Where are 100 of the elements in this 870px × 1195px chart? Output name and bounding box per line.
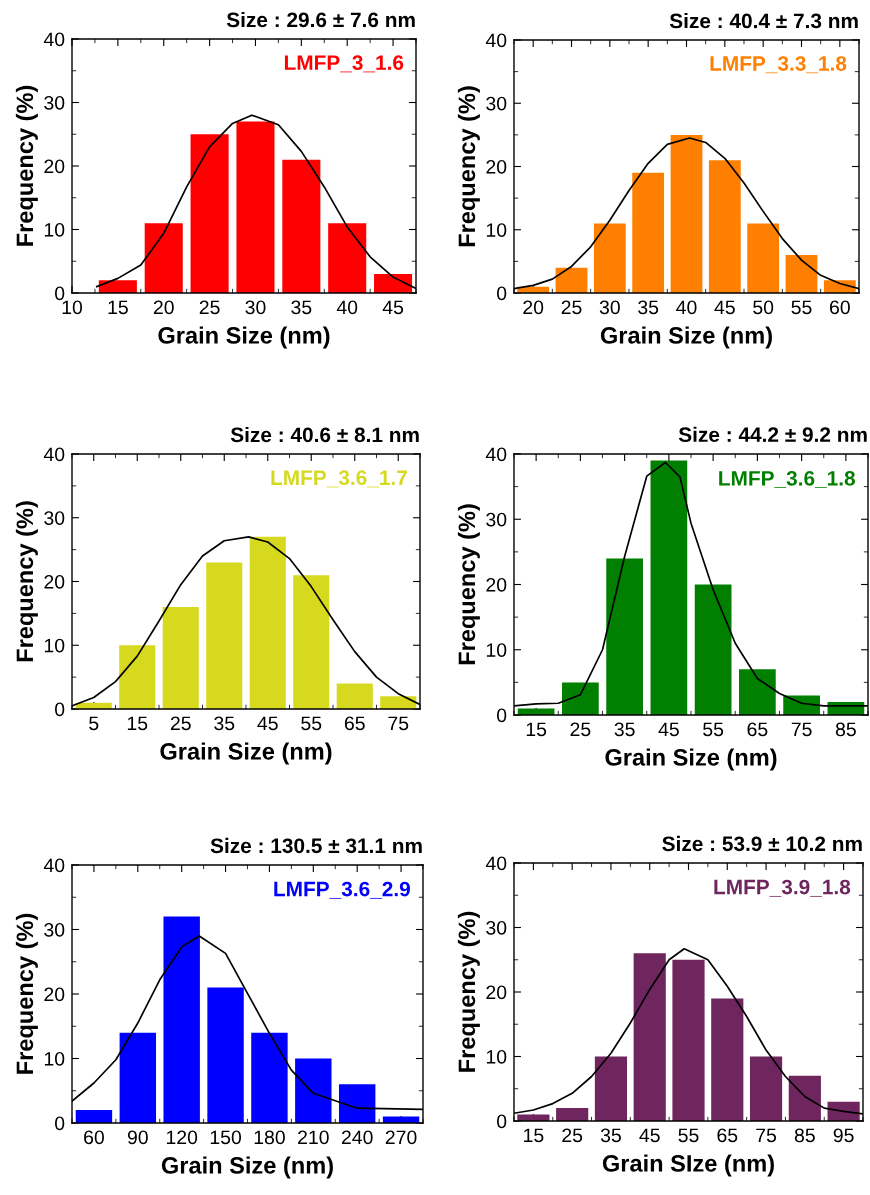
y-axis-title: Frequency (%)	[457, 504, 480, 665]
x-tick-label: 15	[524, 1128, 544, 1143]
x-tick-label: 20	[153, 300, 174, 315]
y-tick-label: 20	[44, 159, 65, 174]
x-tick-label: 35	[614, 722, 635, 737]
annotation: LMFP_3.6_2.9	[274, 881, 410, 899]
y-tick-label: 40	[485, 33, 507, 48]
y-axis-title: Frequency (%)	[15, 501, 38, 662]
x-axis-title: Grain Size (nm)	[605, 748, 777, 771]
x-tick-label: 65	[747, 722, 768, 737]
x-tick-label: 75	[791, 722, 812, 737]
y-axis-title: Frequency (%)	[457, 911, 480, 1072]
x-tick-label: 270	[385, 1130, 417, 1145]
annotation: LMFP_3.3_1.8	[710, 56, 847, 74]
x-tick-label: 210	[298, 1130, 329, 1145]
chart-title: Size : 40.4 ± 7.3 nm	[669, 12, 858, 29]
x-tick-label: 40	[336, 300, 358, 315]
x-tick-label: 35	[638, 300, 659, 315]
y-tick-label: 30	[44, 922, 65, 937]
y-tick-label: 20	[486, 159, 507, 174]
y-tick-label: 0	[497, 708, 507, 723]
x-tick-label: 45	[382, 300, 404, 315]
x-tick-label: 25	[561, 300, 582, 315]
x-tick-label: 95	[833, 1128, 854, 1143]
chart-title: Size : 130.5 ± 31.1 nm	[210, 837, 422, 854]
x-tick-label: 15	[127, 716, 148, 731]
x-tick-label: 45	[257, 716, 278, 731]
x-tick-label: 60	[84, 1130, 104, 1145]
x-tick-label: 25	[570, 722, 591, 737]
y-tick-label: 30	[44, 95, 65, 110]
x-tick-label: 240	[341, 1130, 373, 1145]
y-tick-label: 0	[497, 1114, 507, 1129]
x-tick-label: 55	[301, 716, 322, 731]
x-tick-label: 180	[254, 1130, 285, 1145]
y-tick-label: 10	[486, 223, 507, 237]
x-tick-label: 40	[676, 300, 697, 315]
x-tick-label: 75	[388, 716, 409, 731]
y-tick-label: 10	[44, 1051, 65, 1066]
x-tick-label: 65	[344, 716, 365, 731]
x-tick-label: 55	[703, 722, 724, 737]
x-tick-label: 25	[170, 716, 191, 731]
x-tick-label: 50	[753, 300, 774, 315]
annotation: LMFP_3_1.6	[284, 55, 404, 73]
x-axis-title: Grain Size (nm)	[158, 326, 330, 349]
x-tick-label: 75	[756, 1128, 777, 1143]
x-axis-title: Grain SIze (nm)	[602, 1154, 774, 1177]
x-tick-label: 55	[678, 1128, 699, 1143]
chart-title: Size : 40.6 ± 8.1 nm	[230, 426, 419, 443]
y-axis-title: Frequency (%)	[15, 913, 38, 1074]
y-tick-label: 20	[486, 577, 507, 592]
x-tick-label: 20	[523, 300, 544, 315]
y-tick-label: 0	[55, 286, 65, 301]
x-tick-label: 60	[830, 300, 850, 315]
y-tick-label: 30	[486, 96, 507, 111]
y-tick-label: 0	[55, 1116, 65, 1131]
y-tick-label: 20	[44, 574, 65, 589]
y-tick-label: 0	[497, 286, 507, 301]
x-tick-label: 55	[791, 300, 812, 315]
y-axis-title: Frequency (%)	[457, 86, 480, 247]
x-tick-label: 85	[835, 722, 856, 737]
annotation: LMFP_3.6_1.8	[719, 470, 855, 489]
x-tick-label: 85	[794, 1128, 815, 1143]
annotation: LMFP_3.9_1.8	[714, 879, 851, 897]
y-tick-label: 10	[44, 638, 65, 653]
x-tick-label: 30	[245, 300, 266, 315]
y-tick-label: 40	[43, 447, 65, 462]
y-tick-label: 0	[55, 702, 65, 717]
y-tick-label: 20	[486, 985, 507, 1000]
x-tick-label: 15	[526, 722, 547, 737]
y-tick-label: 30	[44, 511, 65, 525]
y-tick-label: 20	[44, 987, 65, 1002]
y-axis-title: Frequency (%)	[15, 85, 38, 246]
y-tick-label: 30	[486, 512, 507, 527]
x-tick-label: 45	[714, 300, 735, 315]
y-tick-label: 10	[486, 643, 507, 657]
x-tick-label: 45	[658, 722, 679, 737]
x-tick-label: 120	[166, 1130, 198, 1145]
x-tick-label: 150	[210, 1130, 242, 1145]
x-axis-title: Grain Size (nm)	[161, 1156, 333, 1179]
chart-title: Size : 44.2 ± 9.2 nm	[678, 426, 867, 443]
y-tick-label: 40	[43, 858, 65, 873]
y-tick-label: 30	[486, 920, 507, 935]
annotation: LMFP_3.6_1.7	[271, 470, 407, 488]
y-tick-label: 10	[486, 1049, 507, 1064]
x-tick-label: 30	[599, 300, 620, 315]
chart-title: Size : 29.6 ± 7.6 nm	[226, 11, 415, 28]
x-tick-label: 90	[127, 1130, 148, 1145]
x-axis-title: Grain Size (nm)	[160, 742, 332, 765]
x-tick-label: 35	[214, 716, 235, 731]
chart-title: Size : 53.9 ± 10.2 nm	[662, 835, 862, 852]
y-tick-label: 40	[43, 32, 65, 47]
x-tick-label: 35	[291, 300, 312, 315]
y-tick-label: 40	[485, 856, 507, 871]
x-tick-label: 5	[89, 716, 99, 731]
x-axis-title: Grain Size (nm)	[600, 326, 772, 349]
x-tick-label: 65	[717, 1128, 738, 1143]
x-tick-label: 15	[108, 300, 128, 315]
x-tick-label: 25	[199, 300, 220, 315]
y-tick-label: 10	[44, 222, 65, 237]
x-tick-label: 35	[600, 1128, 621, 1143]
